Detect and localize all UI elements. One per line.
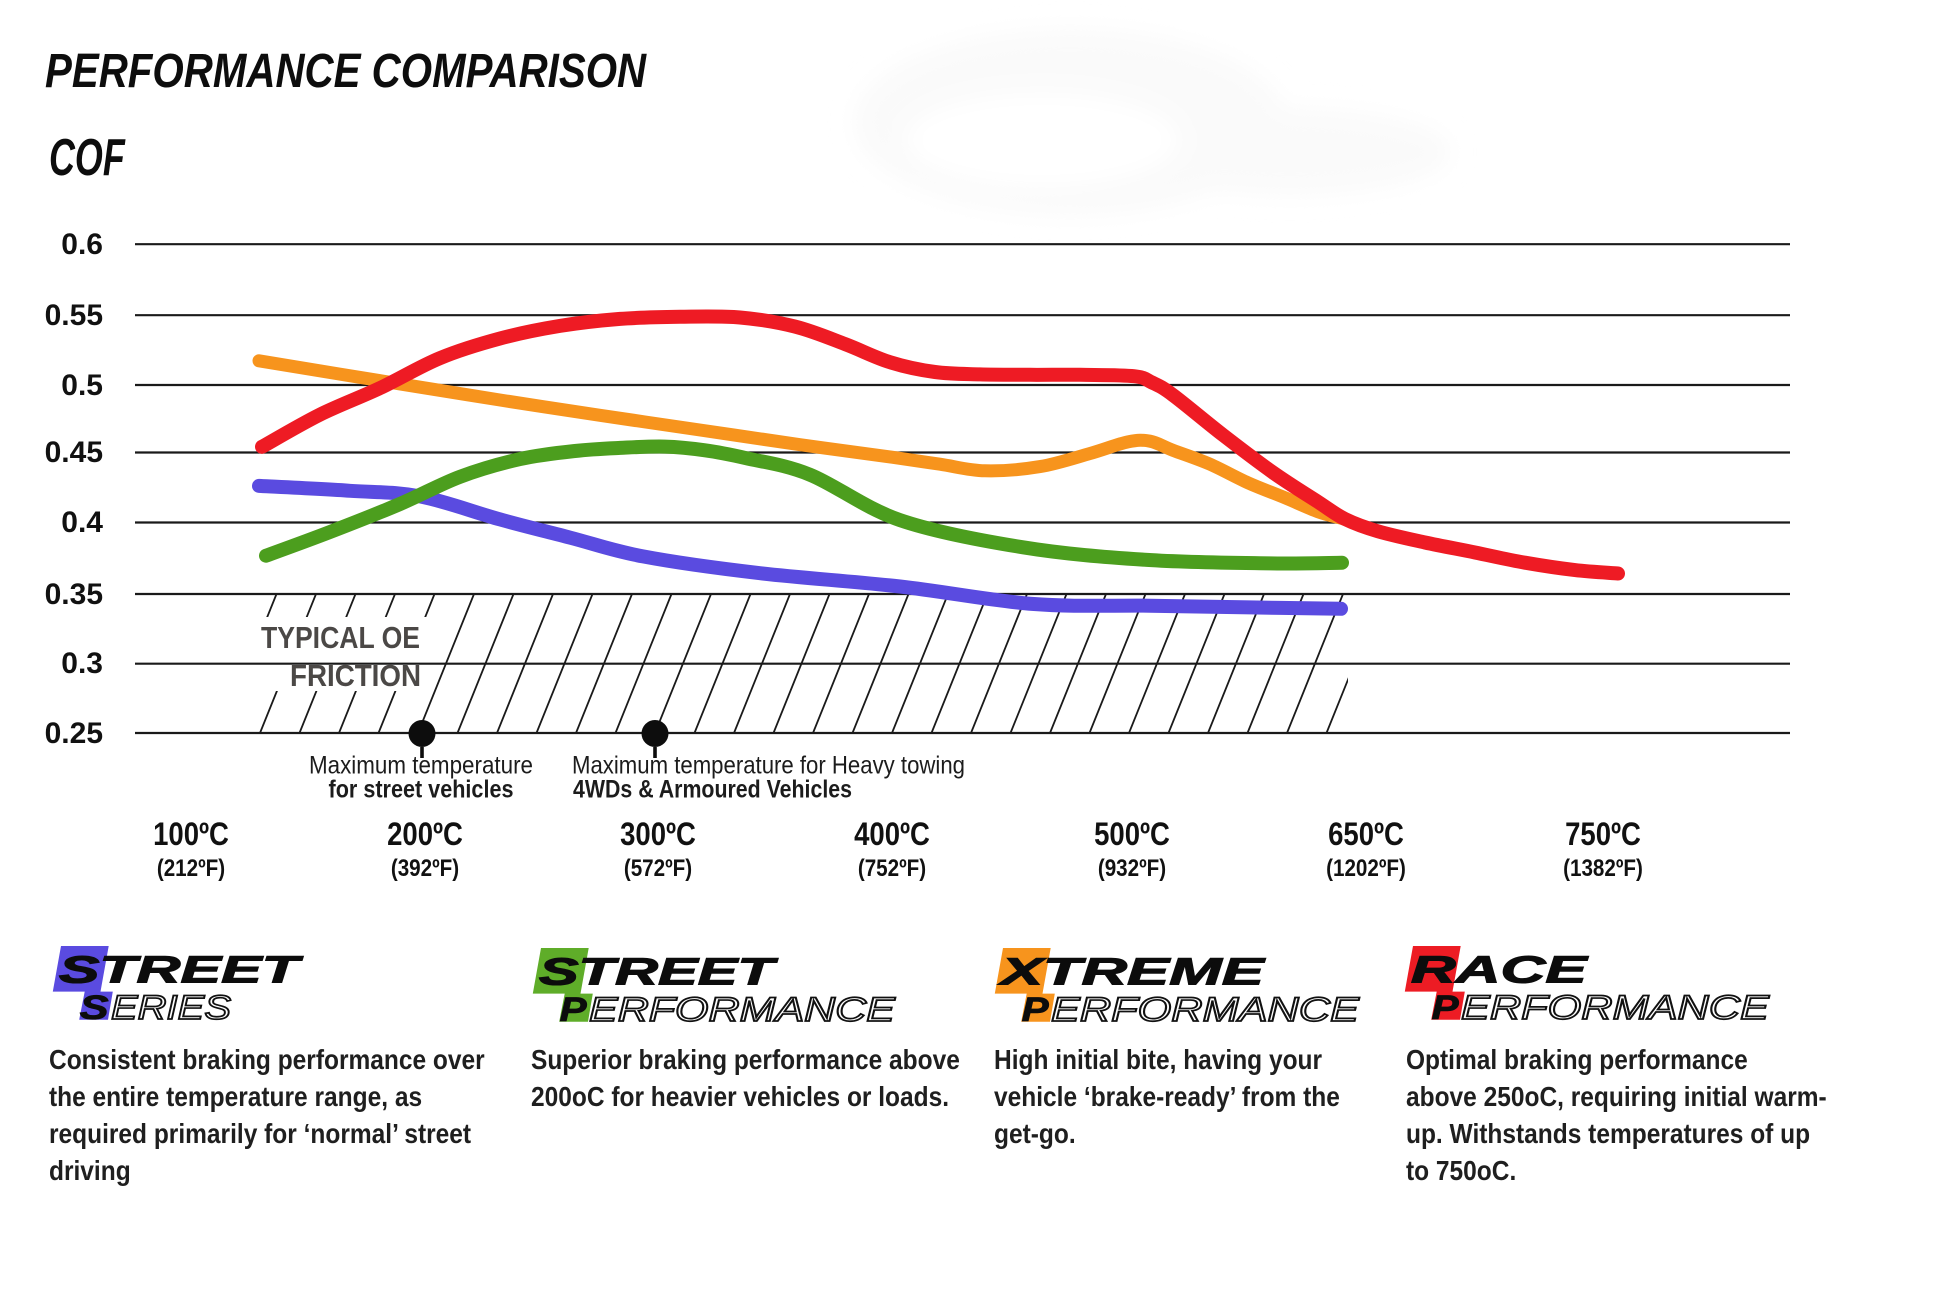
svg-text:Maximum temperature for Heavy: Maximum temperature for Heavy towing	[572, 752, 965, 780]
svg-text:P: P	[1021, 991, 1048, 1029]
svg-text:Maximum temperature: Maximum temperature	[309, 752, 533, 780]
svg-text:ERFORMANCE: ERFORMANCE	[589, 991, 895, 1029]
svg-text:FRICTION: FRICTION	[290, 658, 421, 693]
svg-text:ERIES: ERIES	[111, 989, 231, 1027]
svg-text:RACE: RACE	[1411, 949, 1590, 991]
svg-text:STREET: STREET	[59, 949, 303, 991]
svg-text:ERFORMANCE: ERFORMANCE	[1051, 991, 1359, 1029]
svg-text:ERFORMANCE: ERFORMANCE	[1461, 989, 1769, 1027]
svg-text:STREET: STREET	[539, 951, 778, 993]
svg-text:TYPICAL OE: TYPICAL OE	[261, 620, 420, 655]
svg-text:S: S	[80, 989, 109, 1027]
svg-text:P: P	[560, 991, 587, 1029]
svg-text:XTREME: XTREME	[997, 951, 1266, 993]
svg-text:for street vehicles: for street vehicles	[329, 776, 514, 804]
svg-text:4WDs & Armoured Vehicles: 4WDs & Armoured Vehicles	[573, 776, 852, 804]
svg-text:P: P	[1432, 989, 1459, 1027]
